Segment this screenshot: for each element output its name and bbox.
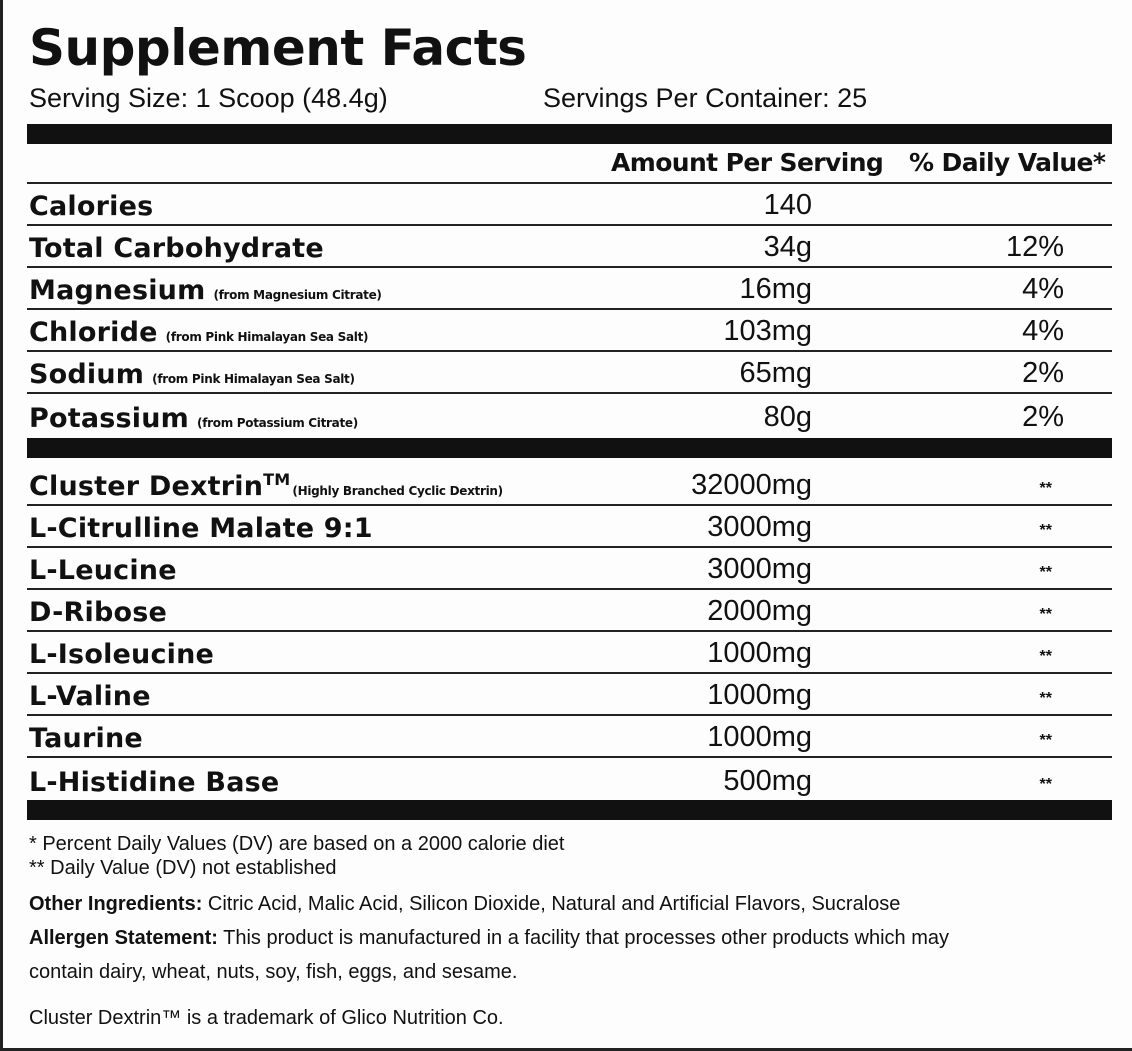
nutrient-row: Magnesium (from Magnesium Citrate) 16mg 4… [27,268,1112,310]
ingredient-name: L-Valine [29,681,151,712]
nutrient-row: Sodium (from Pink Himalayan Sea Salt) 65m… [27,352,1112,394]
amount-header: Amount Per Serving [611,148,884,177]
ingredient-amount: 500mg [723,765,812,797]
ingredient-amount: 2000mg [707,595,812,627]
ingredient-amount: 3000mg [707,553,812,585]
nutrient-amount: 103mg [723,315,812,347]
allergen-statement-cont: contain dairy, wheat, nuts, soy, fish, e… [29,961,518,983]
ingredient-row: L-Leucine 3000mg ** [27,548,1112,590]
ingredient-name: L-Histidine Base [29,767,280,798]
nutrient-name: Sodium (from Pink Himalayan Sea Salt) [29,359,355,390]
ingredient-name: L-Citrulline Malate 9:1 [29,513,373,544]
not-established-footnote: ** Daily Value (DV) not established [29,857,337,879]
ingredient-amount: 3000mg [707,511,812,543]
header-row-rule [27,146,1112,184]
nutrient-row: Total Carbohydrate 34g 12% [27,226,1112,268]
ingredient-name: L-Isoleucine [29,639,215,670]
nutrient-dv: 2% [1022,401,1064,433]
bottom-divider-bar [27,800,1112,820]
nutrient-dv: 12% [1005,231,1064,263]
daily-value-header: % Daily Value* [909,148,1106,177]
ingredient-amount: 1000mg [707,721,812,753]
nutrient-row: Chloride (from Pink Himalayan Sea Salt) 1… [27,310,1112,352]
ingredient-row: Cluster DextrinTM(Highly Branched Cyclic… [27,464,1112,506]
nutrient-amount: 16mg [739,273,812,305]
ingredient-amount: 1000mg [707,679,812,711]
nutrient-name: Total Carbohydrate [29,233,324,264]
nutrient-amount: 65mg [739,357,812,389]
nutrient-amount: 80g [763,401,812,433]
servings-per-container: Servings Per Container: 25 [543,83,868,113]
ingredient-name: D-Ribose [29,597,168,628]
trademark-mark: TM [263,470,291,489]
allergen-statement: Allergen Statement: This product is manu… [29,927,950,949]
ingredient-dv: ** [1039,648,1052,665]
ingredient-row: L-Isoleucine 1000mg ** [27,632,1112,674]
dv-footnote: * Percent Daily Values (DV) are based on… [29,833,565,855]
ingredient-name: Taurine [29,723,143,754]
ingredient-dv: ** [1039,690,1052,707]
trademark-note: Cluster Dextrin™ is a trademark of Glico… [29,1007,504,1029]
ingredient-row: L-Histidine Base 500mg ** [27,758,1112,800]
nutrient-name: Magnesium (from Magnesium Citrate) [29,275,382,306]
serving-size: Serving Size: 1 Scoop (48.4g) [29,83,388,113]
nutrient-row: Calories 140 [27,184,1112,226]
nutrient-name: Potassium (from Potassium Citrate) [29,403,358,434]
ingredient-amount: 1000mg [707,637,812,669]
nutrient-name: Calories [29,191,154,222]
ingredient-row: L-Valine 1000mg ** [27,674,1112,716]
nutrient-dv: 4% [1022,315,1064,347]
ingredient-dv: ** [1039,606,1052,623]
nutrient-amount: 140 [763,189,812,221]
ingredient-dv: ** [1039,732,1052,749]
ingredient-name: L-Leucine [29,555,177,586]
ingredient-amount: 32000mg [691,469,812,501]
ingredient-row: D-Ribose 2000mg ** [27,590,1112,632]
top-divider-bar [27,124,1112,144]
nutrient-row: Potassium (from Potassium Citrate) 80g 2% [27,394,1112,436]
nutrient-dv: 4% [1022,273,1064,305]
ingredient-dv: ** [1039,564,1052,581]
nutrient-name: Chloride (from Pink Himalayan Sea Salt) [29,317,369,348]
label-title: Supplement Facts [29,19,527,77]
ingredient-dv: ** [1039,776,1052,793]
nutrient-amount: 34g [763,231,812,263]
ingredient-row: Taurine 1000mg ** [27,716,1112,758]
middle-divider-bar [27,438,1112,458]
ingredient-row: L-Citrulline Malate 9:1 3000mg ** [27,506,1112,548]
nutrient-dv: 2% [1022,357,1064,389]
other-ingredients: Other Ingredients: Citric Acid, Malic Ac… [29,893,901,915]
ingredient-dv: ** [1039,480,1052,497]
ingredient-name: Cluster DextrinTM(Highly Branched Cyclic… [29,470,503,502]
ingredient-dv: ** [1039,522,1052,539]
